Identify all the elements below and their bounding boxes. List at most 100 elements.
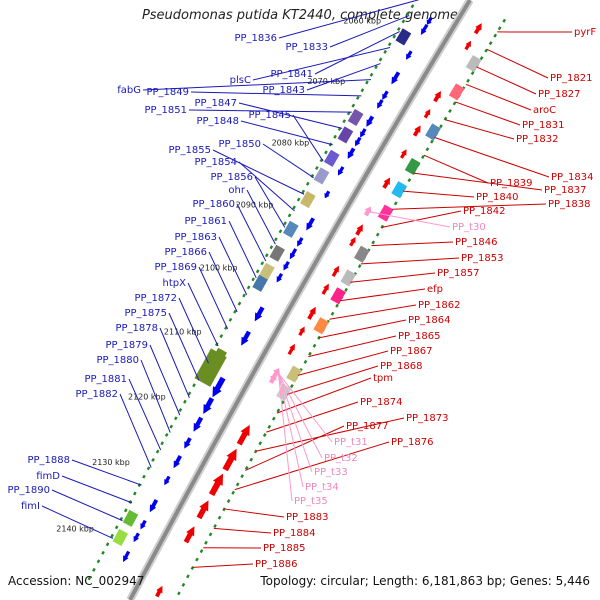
inner-tick-mark <box>301 189 306 194</box>
trna-leader-line <box>277 373 304 488</box>
forward-gene-arrow <box>254 306 265 322</box>
leader-line <box>278 0 419 39</box>
right-gene-label: PP_1873 <box>406 413 449 424</box>
inner-tick-mark <box>96 559 101 564</box>
inner-tick-mark <box>396 26 401 31</box>
forward-gene-arrow <box>140 519 147 530</box>
leader-line <box>360 257 460 265</box>
outer-tick-mark <box>262 433 267 438</box>
forward-gene-block <box>259 262 275 280</box>
forward-gene-arrow <box>123 550 131 563</box>
leader-line <box>255 417 405 452</box>
outer-tick-mark <box>235 482 240 487</box>
forward-gene-arrow <box>184 437 192 449</box>
reverse-gene-arrow <box>208 473 224 497</box>
leader-line <box>128 378 162 451</box>
leader-line <box>234 441 390 491</box>
leader-line <box>51 489 123 522</box>
left-gene-label: PP_1856 <box>210 172 253 183</box>
forward-gene-block <box>122 509 139 527</box>
leader-line <box>168 312 200 381</box>
inner-tick-mark <box>351 103 356 108</box>
outer-tick-mark <box>222 507 226 512</box>
right-gene-label: PP_1837 <box>544 185 587 196</box>
reverse-gene-block <box>425 123 441 141</box>
outer-tick-mark <box>493 33 498 38</box>
forward-gene-block <box>252 274 268 292</box>
inner-tick-mark <box>342 119 347 124</box>
inner-tick-mark <box>255 269 260 274</box>
leader-line <box>213 527 272 534</box>
left-gene-label: PP_1882 <box>75 389 118 400</box>
right-gene-label: PP_1842 <box>463 206 506 217</box>
kbp-tick-label: 2140 kbp <box>56 525 94 534</box>
leader-line <box>208 251 238 313</box>
left-gene-label: fimD <box>36 471 60 482</box>
forward-gene-arrow <box>173 455 182 469</box>
outer-tick-mark <box>443 116 448 121</box>
leader-line <box>402 190 475 198</box>
kbp-tick-label: 2080 kbp <box>272 138 310 147</box>
outer-tick-mark <box>199 549 204 554</box>
trna-leader-line <box>277 373 323 459</box>
inner-tick-mark <box>246 285 251 290</box>
left-gene-label: fabG <box>117 85 141 96</box>
outer-tick-mark <box>312 343 317 348</box>
outer-tick-mark <box>190 565 195 570</box>
forward-gene-block <box>313 167 330 185</box>
reverse-gene-block <box>404 157 421 176</box>
forward-gene-arrow <box>360 128 367 138</box>
inner-tick-mark <box>101 550 105 555</box>
right-gene-label: PP_1868 <box>380 361 423 372</box>
outer-tick-mark <box>393 201 398 206</box>
inner-tick-mark <box>410 4 415 9</box>
forward-gene-block <box>395 28 412 46</box>
outer-tick-mark <box>231 490 235 495</box>
inner-tick-mark <box>305 181 310 186</box>
inner-tick-mark <box>192 383 196 388</box>
reverse-gene-arrow <box>236 424 250 446</box>
leader-line <box>292 114 324 162</box>
reverse-gene-arrow <box>287 343 295 356</box>
left-gene-label: plsC <box>230 75 251 86</box>
right-gene-label: pyrF <box>574 27 596 38</box>
left-gene-label: ohr <box>228 185 245 196</box>
inner-tick-mark <box>142 474 146 479</box>
left-gene-label: PP_1850 <box>218 139 261 150</box>
outer-tick-mark <box>407 178 412 183</box>
leader-line <box>238 161 295 212</box>
left-gene-label: PP_1863 <box>174 232 217 243</box>
inner-tick-mark <box>242 293 246 298</box>
leader-line <box>434 136 550 178</box>
leader-line <box>159 327 190 398</box>
inner-tick-mark <box>123 508 128 513</box>
inner-tick-mark <box>283 221 287 226</box>
right-gene-label: tpm <box>373 373 393 384</box>
inner-tick-mark <box>228 317 233 322</box>
trna-leader-line <box>369 211 451 228</box>
reverse-gene-block <box>276 383 292 401</box>
right-gene-label: PP_1839 <box>490 178 533 189</box>
inner-tick-mark <box>269 245 274 250</box>
outer-tick-mark <box>488 41 493 46</box>
right-gene-label: PP_1838 <box>548 199 591 210</box>
leader-line <box>381 210 462 228</box>
leader-line <box>329 15 410 48</box>
inner-tick-mark <box>219 334 224 339</box>
trna-label: PP_t31 <box>334 437 368 448</box>
right-gene-label: PP_1883 <box>286 512 329 523</box>
reverse-gene-arrow <box>400 149 407 159</box>
leader-line <box>218 236 248 296</box>
reverse-gene-block <box>313 317 329 335</box>
outer-tick-mark <box>208 532 213 537</box>
outer-tick-mark <box>448 109 452 114</box>
trna-label: PP_t30 <box>452 222 486 233</box>
forward-gene-arrow <box>203 397 215 415</box>
right-gene-label: PP_1840 <box>476 192 519 203</box>
right-gene-label: PP_1886 <box>255 559 298 570</box>
leader-line <box>339 288 426 302</box>
right-gene-label: PP_1885 <box>263 543 306 554</box>
inner-tick-mark <box>137 483 142 488</box>
outer-tick-mark <box>249 457 254 462</box>
outer-tick-mark <box>439 124 443 129</box>
